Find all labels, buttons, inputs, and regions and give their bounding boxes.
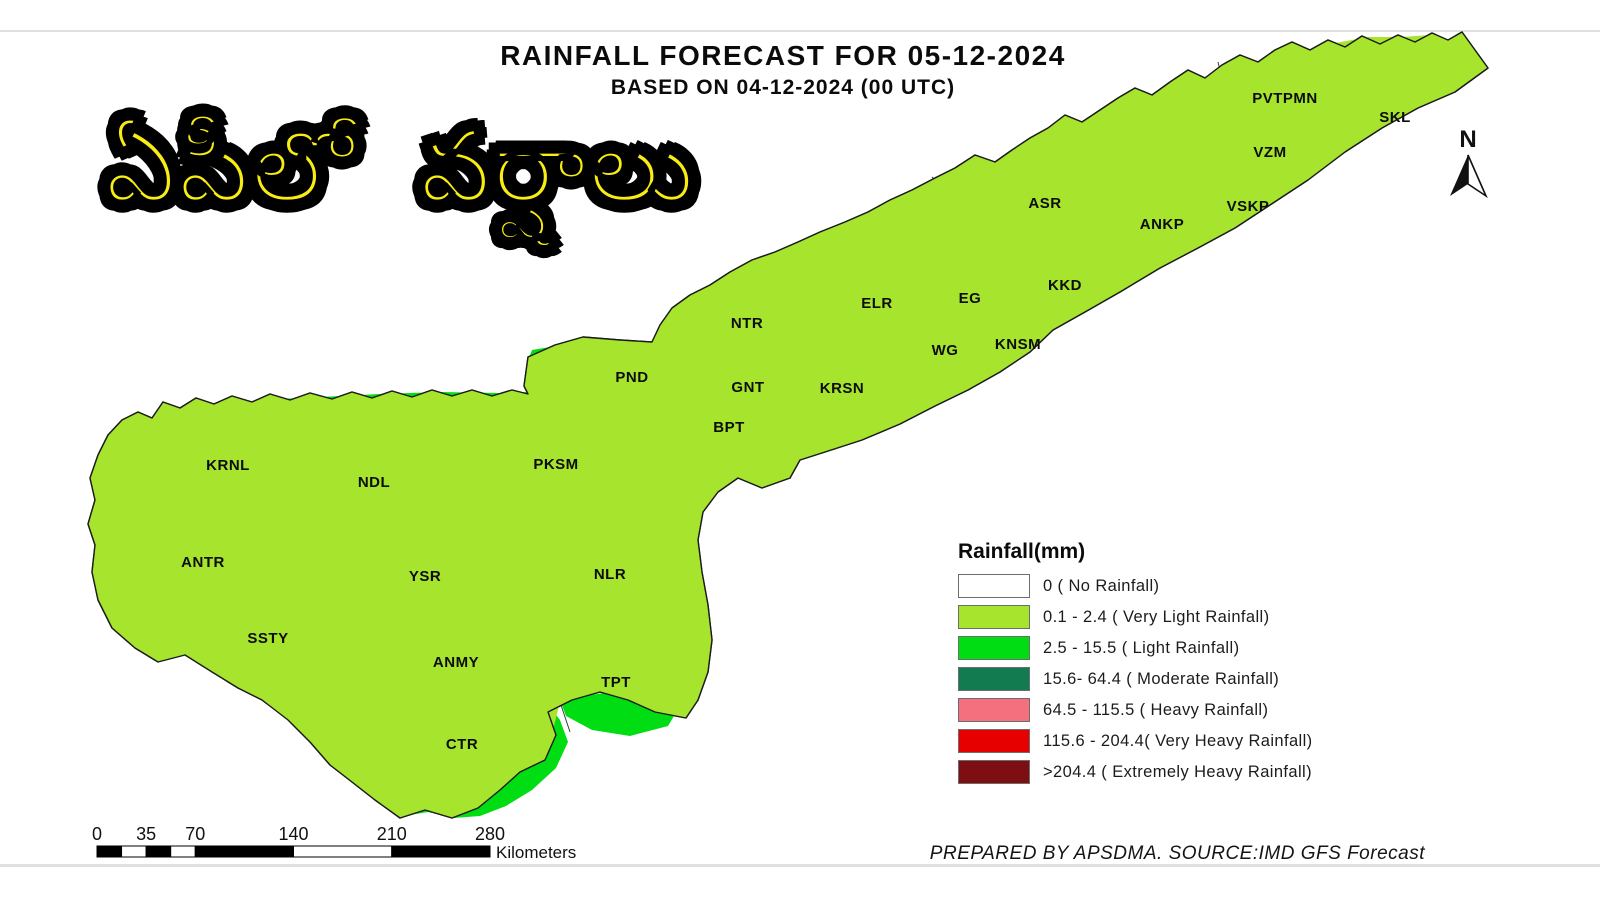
legend-label: 2.5 - 15.5 ( Light Rainfall): [1043, 638, 1240, 657]
district-label: EG: [959, 290, 982, 307]
north-arrow-right: [1467, 154, 1488, 199]
scale-bar-segment: [391, 845, 491, 858]
legend-row: 15.6- 64.4 ( Moderate Rainfall): [958, 667, 1313, 691]
district-label: ANTR: [181, 554, 225, 571]
district-label: PKSM: [533, 456, 578, 473]
legend-title: Rainfall(mm): [958, 540, 1086, 563]
district-label: NLR: [594, 566, 626, 583]
legend-swatch: [958, 698, 1030, 722]
scale-label: 140: [278, 824, 308, 844]
scale-bar-segment: [293, 845, 393, 858]
attribution: PREPARED BY APSDMA. SOURCE:IMD GFS Forec…: [929, 843, 1425, 864]
telugu-headline: ఏపీలో వర్షాలు: [104, 110, 697, 224]
north-arrow-left: [1450, 155, 1468, 196]
legend-row: 115.6 - 204.4( Very Heavy Rainfall): [958, 729, 1313, 753]
scale-bar-segment: [194, 845, 294, 858]
legend-label: 0.1 - 2.4 ( Very Light Rainfall): [1043, 607, 1270, 626]
legend-label: 64.5 - 115.5 ( Heavy Rainfall): [1043, 700, 1269, 719]
district-label: ANMY: [433, 654, 479, 671]
north-arrow-icon: N: [1450, 126, 1488, 199]
district-label: KRSN: [820, 380, 865, 397]
legend-rows: 0 ( No Rainfall) 0.1 - 2.4 ( Very Light R…: [958, 574, 1313, 784]
legend-swatch: [958, 574, 1030, 598]
scale-label: 35: [136, 824, 156, 844]
district-label: YSR: [409, 568, 441, 585]
legend-row: 0.1 - 2.4 ( Very Light Rainfall): [958, 605, 1313, 629]
title-block: RAINFALL FORECAST FOR 05-12-2024 BASED O…: [430, 40, 1136, 100]
north-label: N: [1459, 126, 1476, 153]
legend-row: 0 ( No Rainfall): [958, 574, 1313, 598]
district-label: VSKP: [1227, 198, 1270, 215]
legend-label: 115.6 - 204.4( Very Heavy Rainfall): [1043, 731, 1313, 750]
legend-row: >204.4 ( Extremely Heavy Rainfall): [958, 760, 1313, 784]
top-divider: [0, 30, 1600, 32]
scale-bar-segment: [145, 845, 172, 858]
district-label: KKD: [1048, 277, 1082, 294]
scale-label: 70: [185, 824, 205, 844]
legend-label: >204.4 ( Extremely Heavy Rainfall): [1043, 762, 1312, 781]
legend-swatch: [958, 760, 1030, 784]
scale-bar-segment: [170, 845, 196, 858]
district-label: VZM: [1253, 144, 1286, 161]
district-label: GNT: [731, 379, 764, 396]
district-label: PND: [615, 369, 648, 386]
district-label: SKL: [1379, 109, 1411, 126]
legend-swatch: [958, 729, 1030, 753]
page-subtitle: BASED ON 04-12-2024 (00 UTC): [610, 76, 956, 100]
bottom-divider: [0, 864, 1600, 867]
district-label: BPT: [713, 419, 745, 436]
district-label: KNSM: [995, 336, 1041, 353]
scale-bar-segment: [121, 845, 147, 858]
scale-label: Kilometers: [496, 843, 576, 862]
legend-swatch: [958, 667, 1030, 691]
district-label: WG: [932, 342, 959, 359]
legend: Rainfall(mm) 0 ( No Rainfall) 0.1 - 2.4 (…: [958, 540, 1313, 791]
scale-bar-segment: [96, 845, 123, 858]
district-label: ANKP: [1140, 216, 1185, 233]
district-label: PVTPMN: [1252, 90, 1318, 107]
scale-label: 210: [377, 824, 407, 844]
legend-label: 15.6- 64.4 ( Moderate Rainfall): [1043, 669, 1280, 688]
district-label: NTR: [731, 315, 763, 332]
district-label: CTR: [446, 736, 478, 753]
page-title: RAINFALL FORECAST FOR 05-12-2024: [500, 40, 1066, 71]
legend-label: 0 ( No Rainfall): [1043, 576, 1160, 595]
scale-label: 0: [92, 824, 102, 844]
district-label: TPT: [601, 674, 631, 691]
legend-row: 64.5 - 115.5 ( Heavy Rainfall): [958, 698, 1313, 722]
legend-swatch: [958, 605, 1030, 629]
district-label: NDL: [358, 474, 390, 491]
legend-swatch: [958, 636, 1030, 660]
scale-label: 280: [475, 824, 505, 844]
district-labels: PVTPMN SKL VZM VSKP ANKP ASR KKD EG ELR NTR WG KNSM…: [181, 90, 1411, 753]
district-label: KRNL: [206, 457, 250, 474]
district-label: ASR: [1028, 195, 1061, 212]
district-label: ELR: [861, 295, 893, 312]
district-label: SSTY: [247, 630, 288, 647]
legend-row: 2.5 - 15.5 ( Light Rainfall): [958, 636, 1313, 660]
